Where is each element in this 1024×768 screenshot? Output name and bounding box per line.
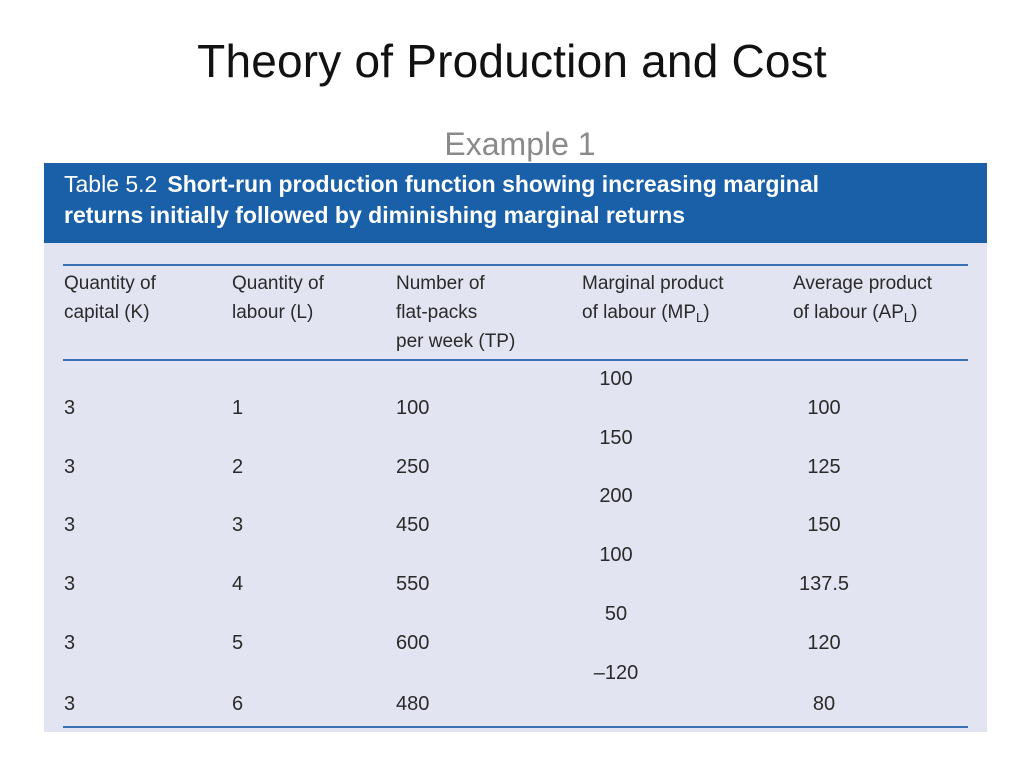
table-caption-band: Table 5.2 Short-run production function s… xyxy=(44,163,987,243)
header-output-line-2: flat-packs xyxy=(396,302,478,323)
header-labour-line-1: Quantity of xyxy=(232,273,324,294)
header-marginal-line-1: Marginal product xyxy=(582,273,724,294)
column-header-capital: Quantity of capital (K) xyxy=(64,269,156,327)
header-output-line-3: per week (TP) xyxy=(396,331,516,352)
cell-output-row-6: 480 xyxy=(396,693,430,715)
header-output-line-1: Number of xyxy=(396,273,485,294)
table-caption-line-2: returns initially followed by diminishin… xyxy=(64,202,686,228)
table-bottom-rule xyxy=(63,726,968,728)
cell-output-row-3: 450 xyxy=(396,514,430,536)
cell-labour-row-4: 4 xyxy=(232,573,244,595)
cell-marginal-5: 50 xyxy=(604,603,628,625)
header-average-line-2: of labour (APL) xyxy=(793,298,932,332)
cell-output-row-2: 250 xyxy=(396,456,430,478)
cell-labour-row-2: 2 xyxy=(232,456,244,478)
header-capital-line-1: Quantity of xyxy=(64,273,156,294)
header-capital-line-2: capital (K) xyxy=(64,302,150,323)
cell-capital-row-4: 3 xyxy=(64,573,76,595)
header-marginal-text: of labour (MP xyxy=(582,302,697,323)
column-header-output: Number of flat-packs per week (TP) xyxy=(396,269,515,356)
cell-capital-row-6: 3 xyxy=(64,693,76,715)
cell-marginal-4: 100 xyxy=(599,544,633,566)
cell-marginal-6: –120 xyxy=(593,662,639,684)
header-labour-line-2: labour (L) xyxy=(232,302,314,323)
cell-capital-row-2: 3 xyxy=(64,456,76,478)
table-top-rule xyxy=(63,264,968,266)
header-average-close: ) xyxy=(911,302,918,323)
cell-capital-row-5: 3 xyxy=(64,632,76,654)
cell-labour-row-5: 5 xyxy=(232,632,244,654)
column-header-labour: Quantity of labour (L) xyxy=(232,269,324,327)
column-header-marginal-product: Marginal product of labour (MPL) xyxy=(582,269,724,332)
cell-marginal-2: 150 xyxy=(599,427,633,449)
header-marginal-line-2: of labour (MPL) xyxy=(582,298,724,332)
table-number: Table 5.2 xyxy=(64,171,158,197)
slide-title: Theory of Production and Cost xyxy=(197,35,827,87)
cell-output-row-4: 550 xyxy=(396,573,430,595)
header-average-line-1: Average product xyxy=(793,273,933,294)
cell-marginal-3: 200 xyxy=(599,485,633,507)
cell-average-row-5: 120 xyxy=(807,632,841,654)
cell-labour-row-6: 6 xyxy=(232,693,244,715)
table-caption-text-1: Short-run production function showing in… xyxy=(167,171,820,197)
cell-average-row-3: 150 xyxy=(807,514,841,536)
cell-labour-row-3: 3 xyxy=(232,514,244,536)
cell-capital-row-1: 3 xyxy=(64,397,76,419)
table-header-rule xyxy=(63,359,968,361)
table-caption-line-1: Table 5.2 Short-run production function s… xyxy=(64,171,819,198)
production-table: Table 5.2 Short-run production function s… xyxy=(44,163,987,732)
cell-marginal-1: 100 xyxy=(599,368,633,390)
header-marginal-close: ) xyxy=(703,302,710,323)
cell-capital-row-3: 3 xyxy=(64,514,76,536)
cell-average-row-4: 137.5 xyxy=(798,573,850,595)
header-average-text: of labour (AP xyxy=(793,302,904,323)
header-marginal-subscript: L xyxy=(696,310,704,325)
cell-output-row-1: 100 xyxy=(396,397,430,419)
cell-output-row-5: 600 xyxy=(396,632,430,654)
cell-labour-row-1: 1 xyxy=(232,397,244,419)
cell-average-row-2: 125 xyxy=(807,456,841,478)
column-header-average-product: Average product of labour (APL) xyxy=(793,269,932,332)
header-average-subscript: L xyxy=(903,310,912,325)
cell-average-row-1: 100 xyxy=(807,397,841,419)
slide-subtitle: Example 1 xyxy=(444,126,596,162)
cell-average-row-6: 80 xyxy=(812,693,836,715)
